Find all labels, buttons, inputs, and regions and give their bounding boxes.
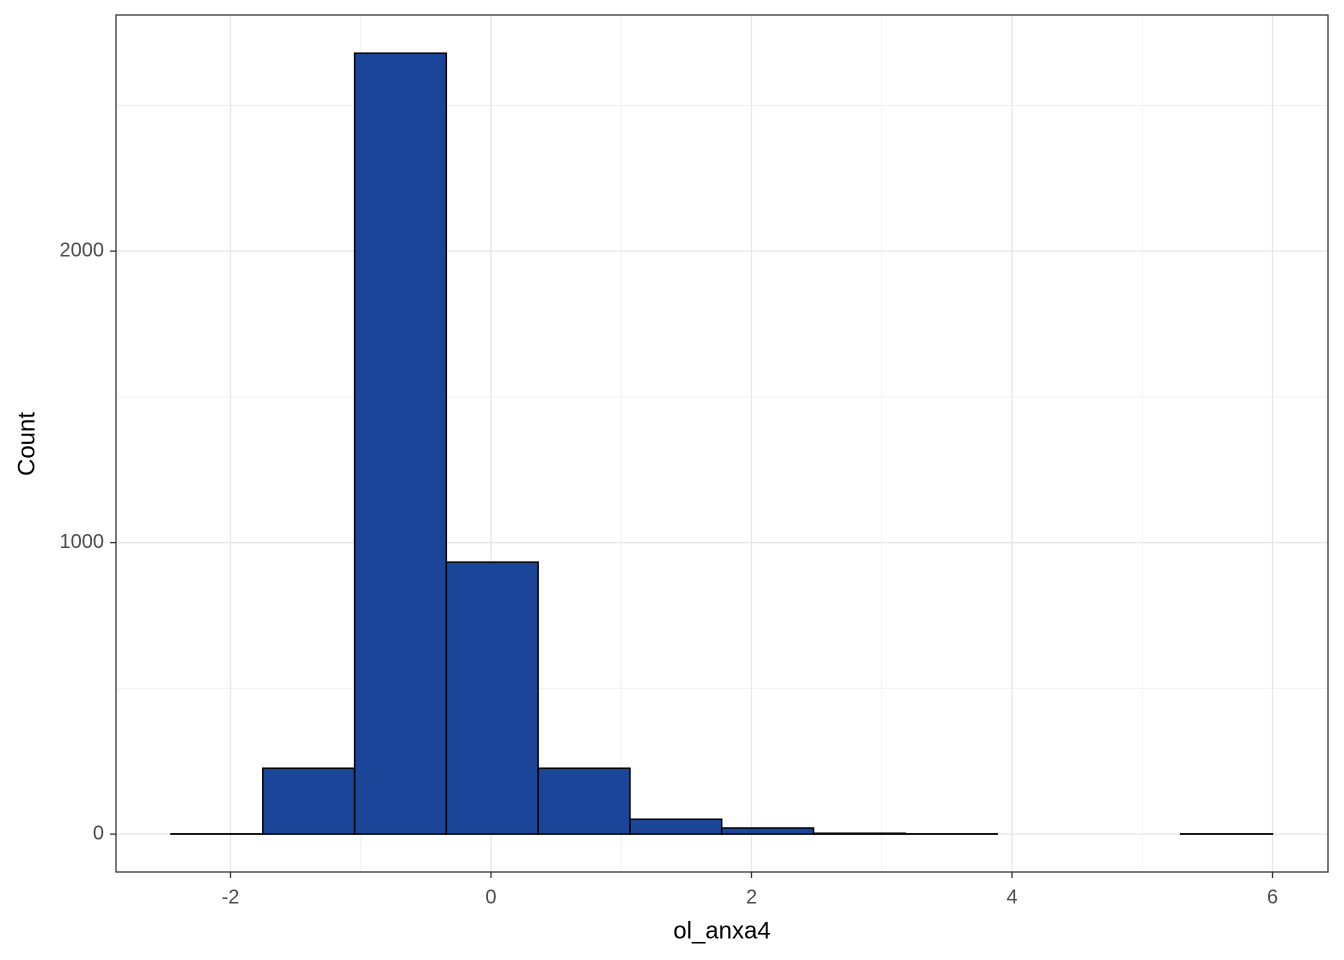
- x-tick-label: 0: [485, 886, 496, 908]
- histogram-bar: [353, 52, 448, 835]
- histogram-bar: [537, 767, 631, 835]
- plot-background: [116, 15, 1328, 872]
- histogram-bar: [720, 827, 815, 835]
- x-tick-label: 4: [1006, 886, 1017, 908]
- x-tick-label: 6: [1267, 886, 1278, 908]
- histogram-bar: [812, 832, 907, 835]
- y-axis-title: Count: [13, 412, 40, 476]
- x-tick-label: 2: [746, 886, 757, 908]
- y-tick-label: 0: [93, 822, 104, 844]
- histogram-bar: [445, 561, 539, 835]
- x-axis-title: ol_anxa4: [673, 917, 770, 944]
- histogram-bar: [629, 818, 723, 835]
- x-tick-label: -2: [222, 886, 240, 908]
- histogram-bar: [262, 767, 356, 835]
- plot-border: [115, 14, 1329, 873]
- y-tick-label: 2000: [60, 239, 105, 261]
- y-tick-label: 1000: [60, 531, 105, 553]
